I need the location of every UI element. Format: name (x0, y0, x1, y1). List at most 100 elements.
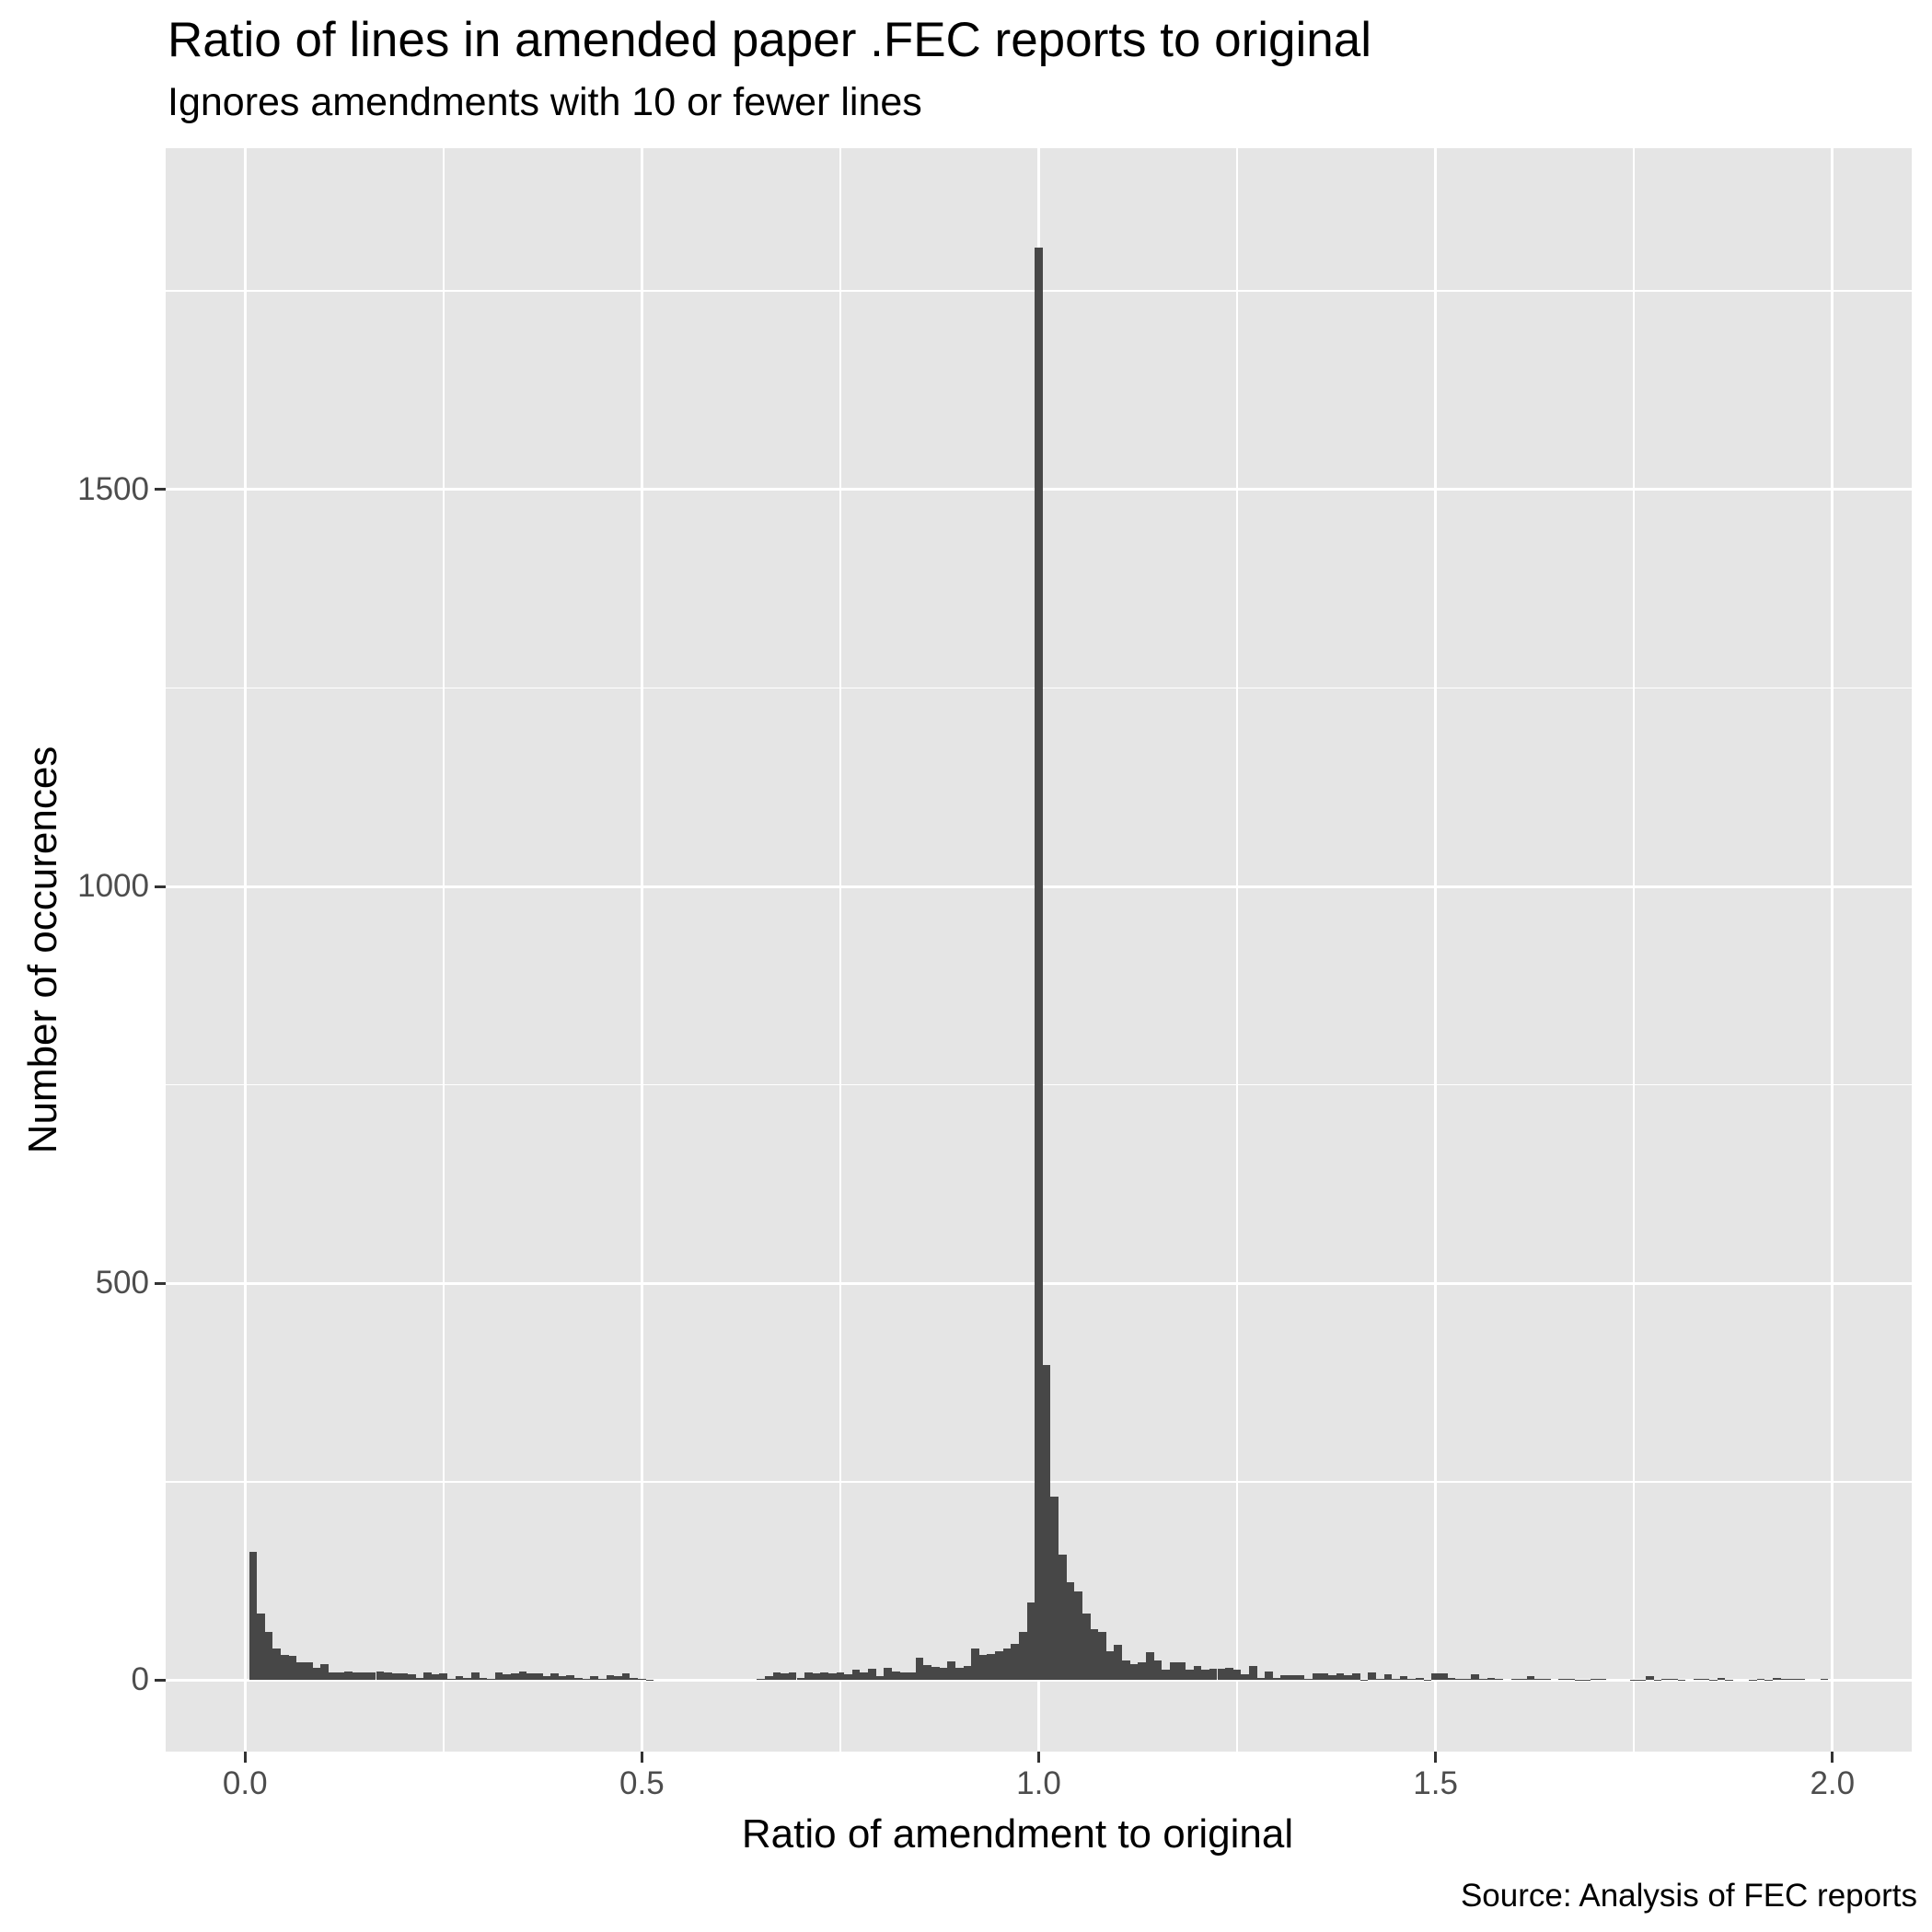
x-tick-mark (1434, 1752, 1438, 1763)
histogram-bar (939, 1667, 948, 1681)
histogram-bar (1296, 1675, 1305, 1681)
histogram-bar (1693, 1678, 1702, 1681)
histogram-bar (1074, 1591, 1082, 1681)
histogram-bar (1543, 1678, 1551, 1681)
plot-panel (166, 148, 1912, 1752)
histogram-bar (978, 1654, 988, 1681)
histogram-bar (1336, 1673, 1345, 1681)
histogram-bar (772, 1672, 781, 1681)
minor-gridline-x (1633, 148, 1635, 1752)
x-tick-label: 0.5 (619, 1765, 665, 1801)
histogram-bar (1256, 1677, 1266, 1681)
histogram-bar (1162, 1670, 1170, 1681)
histogram-bar (1637, 1679, 1647, 1681)
x-tick-label: 0.0 (222, 1765, 268, 1801)
histogram-bar (1590, 1678, 1599, 1681)
histogram-bar (1431, 1673, 1440, 1681)
histogram-bar (1439, 1673, 1448, 1681)
y-tick-label: 1000 (77, 868, 149, 904)
histogram-bar (1701, 1678, 1710, 1681)
histogram-bar (875, 1676, 885, 1681)
chart-subtitle: Ignores amendments with 10 or fewer line… (168, 80, 922, 124)
histogram-bar (439, 1673, 448, 1681)
histogram-bar (1042, 1365, 1051, 1681)
histogram-bar (1280, 1675, 1290, 1681)
histogram-bar (1653, 1679, 1662, 1681)
histogram-bar (1471, 1674, 1480, 1681)
histogram-bar (765, 1676, 773, 1681)
histogram-bar (296, 1662, 305, 1681)
histogram-bar (923, 1665, 932, 1681)
x-axis-label-text: Ratio of amendment to original (741, 1811, 1294, 1857)
histogram-bar (288, 1655, 297, 1681)
histogram-bar (820, 1672, 828, 1681)
x-tick-mark (1831, 1752, 1834, 1763)
histogram-bar (884, 1668, 892, 1681)
histogram-bar (447, 1678, 456, 1681)
histogram-bar (1375, 1678, 1384, 1681)
histogram-bar (757, 1678, 765, 1681)
histogram-bar (1265, 1671, 1273, 1681)
histogram-bar (1534, 1678, 1544, 1681)
histogram-bar (1725, 1679, 1733, 1681)
histogram-bar (1169, 1662, 1178, 1681)
x-tick-mark (640, 1752, 643, 1763)
histogram-bar (1352, 1673, 1360, 1681)
histogram-bar (851, 1670, 861, 1681)
histogram-bar (344, 1671, 353, 1681)
histogram-bar (1114, 1645, 1123, 1681)
histogram-bar (352, 1672, 361, 1681)
histogram-bar (1225, 1668, 1233, 1681)
histogram-bar (836, 1672, 845, 1681)
histogram-bar (1344, 1675, 1353, 1681)
histogram-bar (1756, 1678, 1765, 1681)
histogram-bar (1487, 1677, 1496, 1681)
histogram-bar (931, 1666, 940, 1681)
y-tick-mark (155, 1678, 166, 1682)
histogram-bar (1566, 1678, 1575, 1681)
histogram-bar (796, 1677, 805, 1681)
histogram-bar (360, 1672, 368, 1681)
histogram-bar (1105, 1651, 1115, 1681)
minor-gridline-x (839, 148, 841, 1752)
histogram-bar (1177, 1661, 1186, 1681)
x-tick-label: 1.5 (1413, 1765, 1458, 1801)
histogram-bar (1232, 1670, 1242, 1681)
y-tick-mark (155, 885, 166, 888)
histogram-bar (281, 1654, 289, 1681)
x-tick-mark (243, 1752, 247, 1763)
y-tick-label: 0 (131, 1661, 149, 1698)
histogram-bar (860, 1672, 869, 1681)
histogram-bar (304, 1661, 313, 1681)
histogram-bar (1289, 1675, 1297, 1681)
histogram-bar (899, 1672, 908, 1681)
histogram-bar (1479, 1678, 1487, 1681)
histogram-bar (963, 1665, 972, 1681)
histogram-bar (1082, 1613, 1091, 1681)
histogram-bar (1670, 1678, 1678, 1681)
histogram-bar (1241, 1674, 1249, 1681)
histogram-bar (550, 1673, 559, 1681)
histogram-bar (1002, 1648, 1012, 1681)
histogram-bar (630, 1677, 639, 1681)
histogram-bar (558, 1676, 567, 1681)
histogram-bar (534, 1673, 543, 1681)
histogram-bar (1090, 1629, 1099, 1681)
histogram-bar (645, 1679, 654, 1681)
chart-title: Ratio of lines in amended paper .FEC rep… (168, 13, 1372, 67)
x-tick-label: 1.0 (1016, 1765, 1061, 1801)
histogram-bar (1423, 1679, 1432, 1681)
y-tick-mark (155, 488, 166, 492)
histogram-bar (423, 1672, 432, 1681)
histogram-bar (1098, 1631, 1106, 1681)
histogram-bar (272, 1648, 282, 1681)
histogram-bar (1201, 1670, 1209, 1681)
histogram-bar (1050, 1497, 1059, 1681)
histogram-bar (407, 1674, 416, 1681)
histogram-bar (1629, 1679, 1638, 1681)
histogram-bar (1145, 1652, 1154, 1681)
histogram-bar (431, 1674, 440, 1681)
major-gridline-x (243, 148, 247, 1752)
histogram-bar (1193, 1665, 1202, 1681)
x-tick-mark (1037, 1752, 1040, 1763)
